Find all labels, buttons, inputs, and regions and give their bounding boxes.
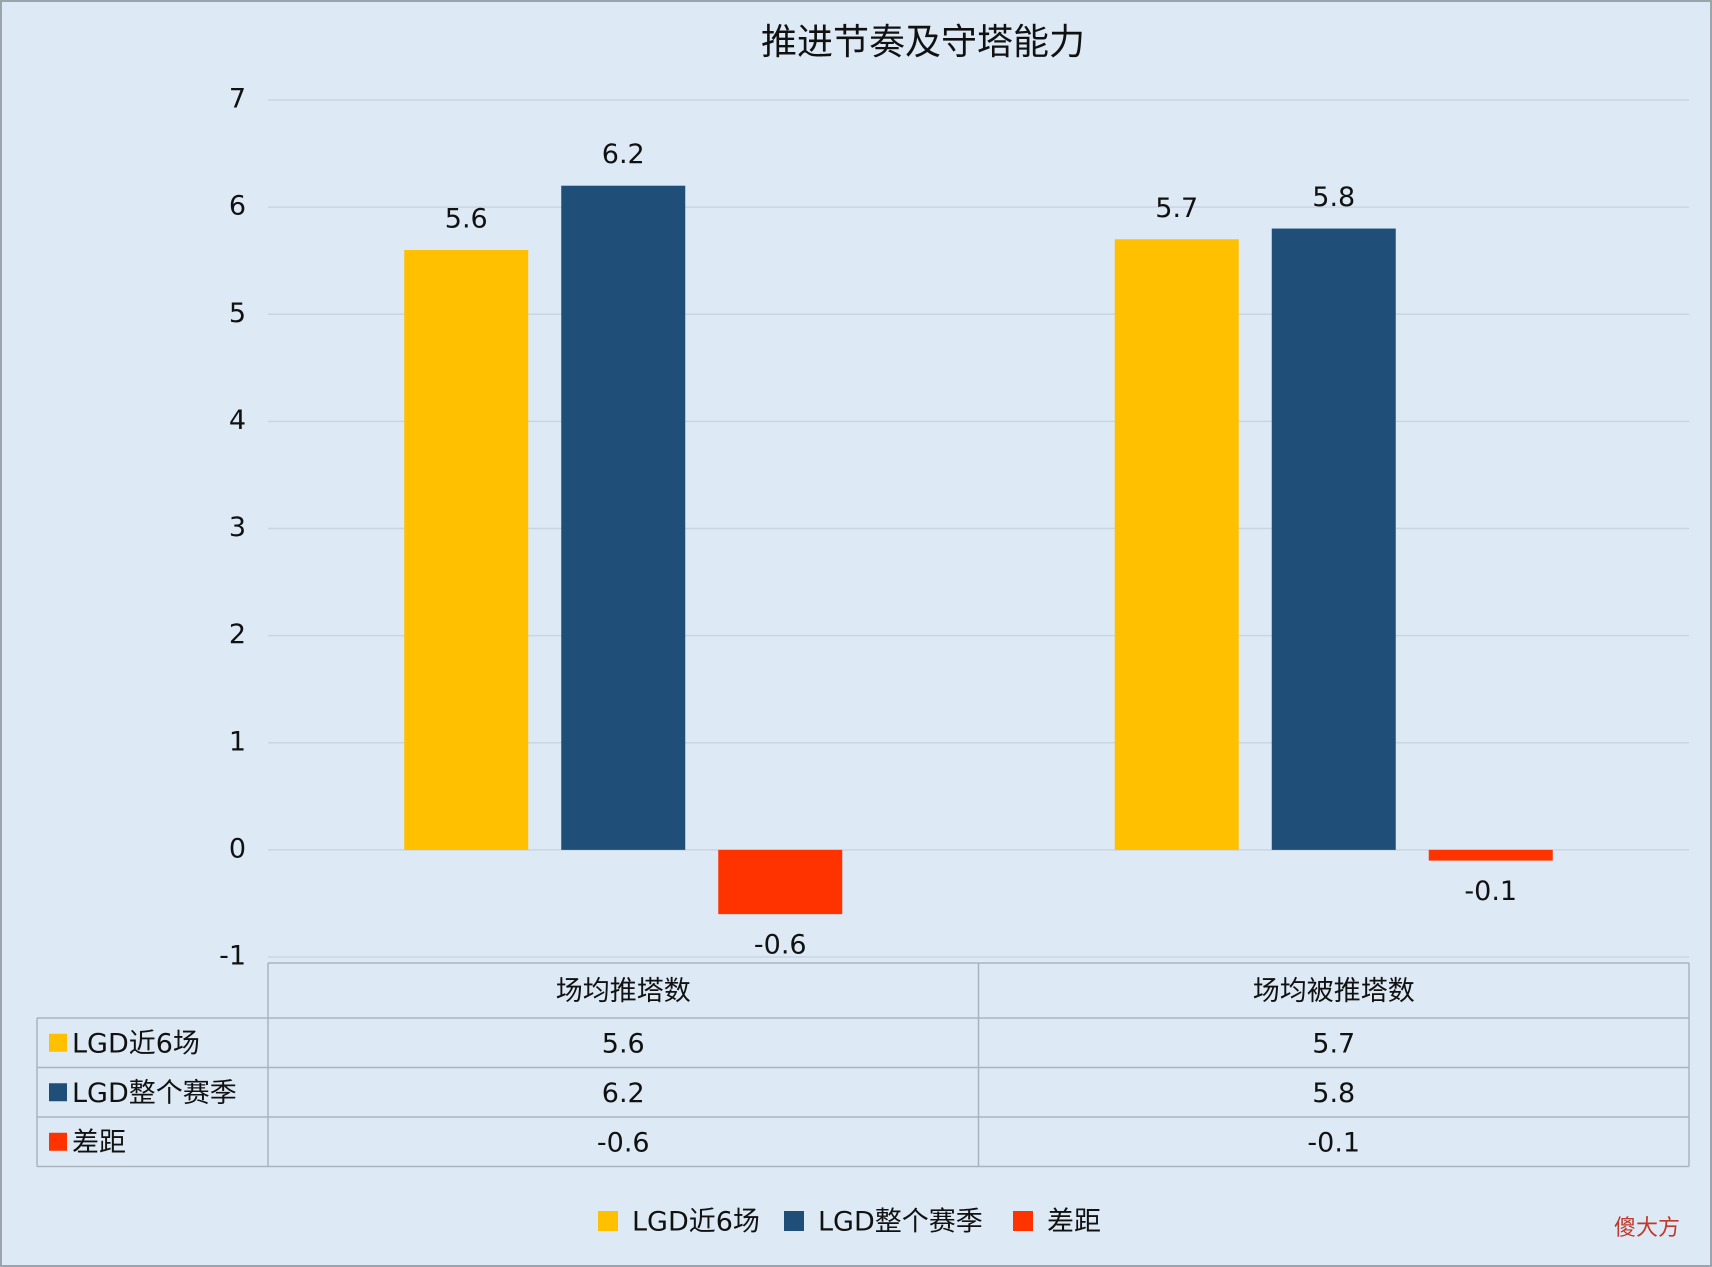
legend-key [784, 1211, 804, 1231]
y-tick-label: 4 [229, 405, 246, 436]
table-legend-key [49, 1083, 67, 1102]
table-cell: 5.8 [1312, 1078, 1355, 1109]
x-tick-label: 场均被推塔数 [1253, 976, 1415, 1007]
table-row-label: 差距 [72, 1127, 126, 1158]
table-row-label: LGD整个赛季 [72, 1078, 237, 1109]
table-cell: 5.7 [1312, 1028, 1355, 1059]
table-legend-key [49, 1132, 67, 1151]
data-label: -0.1 [1464, 876, 1517, 907]
y-tick-label: 2 [229, 619, 246, 650]
y-tick-label: 3 [229, 512, 246, 543]
table-cell: -0.1 [1307, 1127, 1360, 1158]
bar [718, 849, 843, 915]
data-label: 5.8 [1312, 182, 1355, 213]
y-tick-label: -1 [219, 941, 246, 972]
data-label: 6.2 [602, 139, 645, 170]
bar [1271, 228, 1396, 850]
table-cell: 5.6 [602, 1028, 645, 1059]
bar [1114, 239, 1239, 850]
data-label: 5.6 [445, 203, 488, 234]
y-tick-label: 5 [229, 298, 246, 329]
legend-label: LGD整个赛季 [818, 1207, 983, 1238]
table-cell: -0.6 [597, 1127, 650, 1158]
chart-title: 推进节奏及守塔能力 [761, 22, 1085, 63]
y-tick-label: 0 [229, 833, 246, 864]
watermark: 傻大方 [1614, 1216, 1680, 1241]
legend-key [1013, 1211, 1033, 1231]
table-row-label: LGD近6场 [72, 1028, 200, 1059]
y-tick-label: 7 [229, 84, 246, 115]
y-tick-label: 1 [229, 726, 246, 757]
y-tick-label: 6 [229, 191, 246, 222]
bar [1428, 849, 1553, 861]
data-label: -0.6 [754, 930, 807, 961]
table-cell: 6.2 [602, 1078, 645, 1109]
table-legend-key [49, 1033, 67, 1052]
legend-label: LGD近6场 [632, 1207, 760, 1238]
legend-key [598, 1211, 618, 1231]
x-tick-label: 场均推塔数 [556, 976, 691, 1007]
data-label: 5.7 [1155, 193, 1198, 224]
legend-label: 差距 [1047, 1207, 1101, 1238]
bar [404, 249, 529, 850]
bar [561, 185, 686, 850]
